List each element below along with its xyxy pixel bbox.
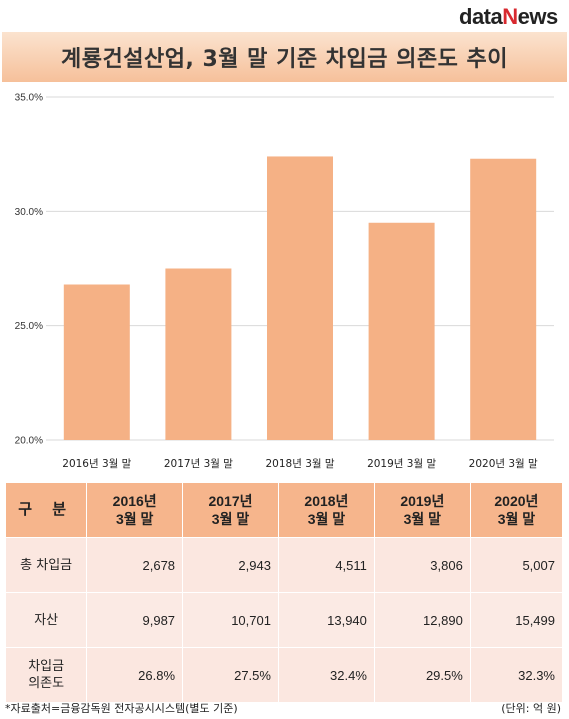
bar bbox=[368, 222, 435, 440]
x-category-label: 2018년 3월 말 bbox=[265, 458, 334, 470]
table-header-cell: 2016년 3월 말 bbox=[86, 482, 184, 538]
table-cell: 12,890 bbox=[373, 592, 471, 648]
row-label: 총 차입금 bbox=[4, 537, 88, 593]
table-header-cell: 구 분 bbox=[4, 482, 88, 538]
table-row: 자산 9,987 10,701 13,940 12,890 15,499 bbox=[4, 592, 564, 648]
x-category-label: 2020년 3월 말 bbox=[469, 458, 538, 470]
x-category-label: 2016년 3월 말 bbox=[62, 458, 131, 470]
table-cell: 2,943 bbox=[182, 537, 279, 593]
table-cell: 3,806 bbox=[373, 537, 471, 593]
logo-text-part2: N bbox=[502, 4, 518, 29]
bar bbox=[165, 268, 232, 440]
table-row: 총 차입금 2,678 2,943 4,511 3,806 5,007 bbox=[4, 537, 564, 593]
chart-bars bbox=[63, 156, 537, 440]
x-category-label: 2019년 3월 말 bbox=[367, 458, 436, 470]
table-cell: 15,499 bbox=[469, 592, 564, 648]
title-band: 계룡건설산업, 3월 말 기준 차입금 의존도 추이 bbox=[2, 32, 567, 82]
logo-text-part3: ews bbox=[517, 4, 559, 29]
y-tick-label: 30.0% bbox=[15, 207, 43, 218]
row-label: 차입금 의존도 bbox=[4, 647, 88, 703]
table-cell: 10,701 bbox=[182, 592, 279, 648]
table-header-cell: 2017년 3월 말 bbox=[182, 482, 279, 538]
y-tick-label: 25.0% bbox=[15, 321, 43, 332]
table-cell: 2,678 bbox=[86, 537, 184, 593]
table-cell: 32.3% bbox=[469, 647, 564, 703]
table-cell: 26.8% bbox=[86, 647, 184, 703]
table-cell: 9,987 bbox=[86, 592, 184, 648]
unit-note: (단위: 억 원) bbox=[501, 702, 561, 715]
table-cell: 5,007 bbox=[469, 537, 564, 593]
table-cell: 29.5% bbox=[373, 647, 471, 703]
table-header-cell: 2020년 3월 말 bbox=[469, 482, 564, 538]
x-axis-categories: 2016년 3월 말 2017년 3월 말 2018년 3월 말 2019년 3월 말… bbox=[62, 458, 538, 470]
x-category-label: 2017년 3월 말 bbox=[164, 458, 233, 470]
datanews-logo: dataNews bbox=[459, 4, 563, 30]
y-tick-label: 20.0% bbox=[15, 436, 43, 447]
table-cell: 27.5% bbox=[182, 647, 279, 703]
source-note: *자료출처=금융감독원 전자공시시스템(별도 기준) bbox=[5, 702, 238, 715]
table-header-cell: 2019년 3월 말 bbox=[373, 482, 471, 538]
row-label: 자산 bbox=[4, 592, 88, 648]
bar bbox=[267, 156, 333, 440]
logo-text-part1: data bbox=[459, 4, 503, 29]
y-axis-ticks: 20.0% 25.0% 30.0% 35.0% bbox=[15, 93, 43, 447]
table-row: 차입금 의존도 26.8% 27.5% 32.4% 29.5% 32.3% bbox=[4, 647, 564, 703]
table-cell: 13,940 bbox=[277, 592, 375, 648]
chart-title: 계룡건설산업, 3월 말 기준 차입금 의존도 추이 bbox=[61, 47, 508, 72]
bar bbox=[470, 158, 537, 440]
table-header-cell: 2018년 3월 말 bbox=[277, 482, 375, 538]
bar bbox=[63, 284, 130, 440]
y-tick-label: 35.0% bbox=[15, 93, 43, 104]
bar-chart: 20.0% 25.0% 30.0% 35.0% 2016년 3월 말 2017년 3월 … bbox=[15, 93, 554, 470]
table-cell: 4,511 bbox=[277, 537, 375, 593]
table-cell: 32.4% bbox=[277, 647, 375, 703]
